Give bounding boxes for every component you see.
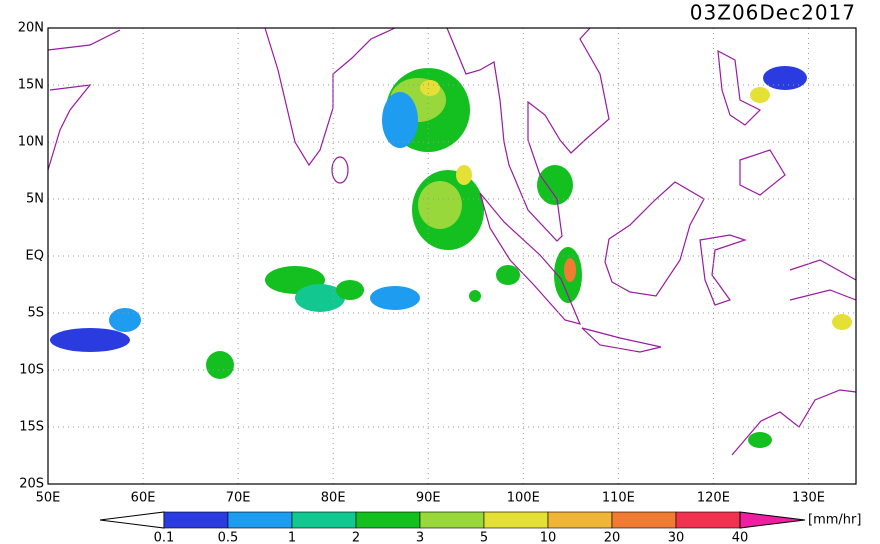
colorbar-box xyxy=(163,511,229,529)
colorbar-arrow-high xyxy=(739,511,806,529)
lon-label: 90E xyxy=(416,491,441,506)
lon-label: 110E xyxy=(602,491,635,506)
lon-label: 120E xyxy=(697,491,730,506)
lon-label: 50E xyxy=(36,491,61,506)
lat-label: 10N xyxy=(18,135,44,150)
colorbar-label: 0.5 xyxy=(218,531,239,544)
lat-label: EQ xyxy=(26,249,44,264)
colorbar-label: 1 xyxy=(288,531,296,544)
colorbar-box xyxy=(355,511,421,529)
colorbar-label: 20 xyxy=(604,531,621,544)
lon-label: 130E xyxy=(792,491,825,506)
lat-label: 5S xyxy=(27,306,44,321)
colorbar-unit: [mm/hr] xyxy=(808,513,861,528)
colorbar-box xyxy=(547,511,613,529)
coastlines xyxy=(47,27,857,456)
colorbar-label: 5 xyxy=(480,531,488,544)
colorbar-box xyxy=(227,511,293,529)
colorbar-label: 40 xyxy=(732,531,749,544)
lat-label: 20N xyxy=(18,21,44,36)
lon-label: 60E xyxy=(131,491,156,506)
lon-label: 100E xyxy=(507,491,540,506)
colorbar-box xyxy=(675,511,741,529)
map-frame xyxy=(47,27,857,485)
lat-label: 20S xyxy=(19,477,44,492)
colorbar-label: 0.1 xyxy=(154,531,175,544)
map-title: 03Z06Dec2017 xyxy=(690,1,856,25)
colorbar: 0.1 0.5 1 2 3 5 10 20 30 40 [mm/hr] xyxy=(99,511,861,544)
colorbar-box xyxy=(483,511,549,529)
grid xyxy=(48,28,856,484)
lon-label: 80E xyxy=(321,491,346,506)
lat-label: 5N xyxy=(26,192,44,207)
lat-label: 15N xyxy=(18,78,44,93)
colorbar-box xyxy=(291,511,357,529)
colorbar-label: 3 xyxy=(416,531,424,544)
colorbar-box xyxy=(611,511,677,529)
colorbar-arrow-low xyxy=(99,511,165,529)
rain-areas xyxy=(50,66,852,448)
lat-label: 15S xyxy=(19,420,44,435)
colorbar-box xyxy=(419,511,485,529)
colorbar-label: 10 xyxy=(540,531,557,544)
colorbar-label: 2 xyxy=(352,531,360,544)
lon-label: 70E xyxy=(226,491,251,506)
lat-label: 10S xyxy=(19,363,44,378)
colorbar-label: 30 xyxy=(668,531,685,544)
